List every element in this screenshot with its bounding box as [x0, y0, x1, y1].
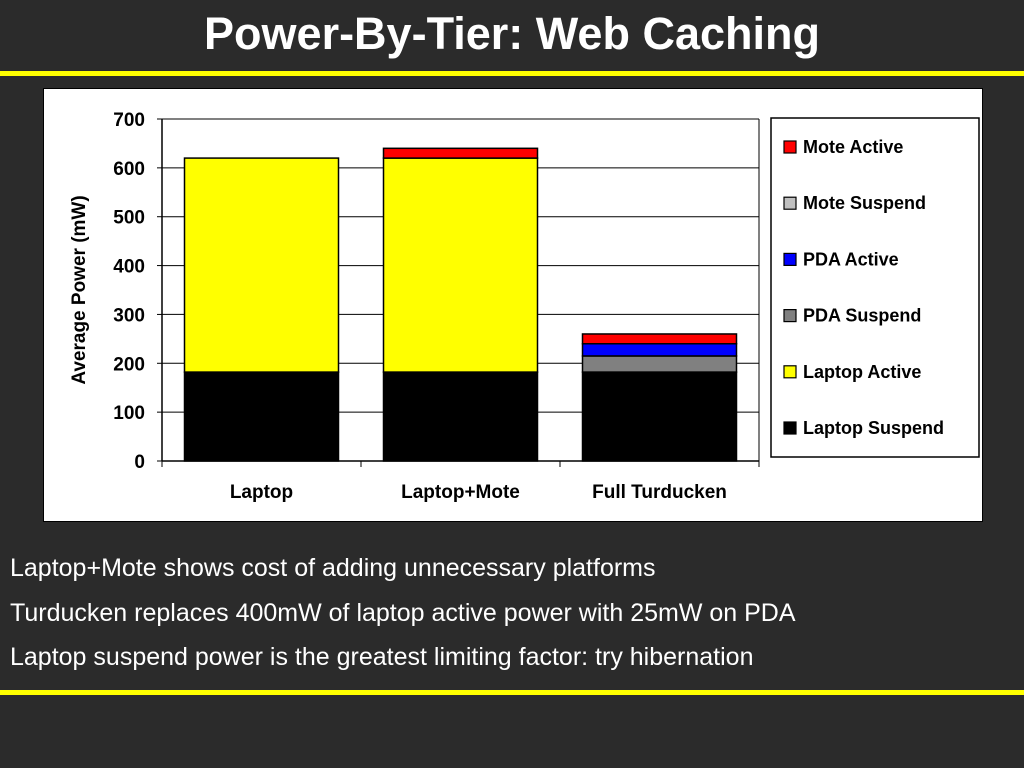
legend-entry: Mote Active	[803, 137, 903, 157]
x-category-label: Laptop	[230, 482, 293, 503]
legend-entry: PDA Suspend	[803, 306, 921, 326]
y-tick-label: 400	[113, 257, 145, 278]
y-tick-label: 0	[134, 452, 145, 473]
bar-segment-mote-active	[581, 333, 738, 345]
chart-container: 0 100 200 300 400 500 600 700 Laptop Laptop+Mote F…	[43, 88, 983, 522]
bullet-item: Laptop+Mote shows cost of adding unneces…	[10, 554, 656, 582]
y-tick-label: 600	[113, 159, 145, 180]
stacked-bar-chart: 0 100 200 300 400 500 600 700 Laptop Laptop+Mote F…	[69, 110, 980, 503]
top-accent-rule	[0, 71, 1024, 76]
x-category-label: Laptop+Mote	[401, 482, 520, 503]
legend-swatch	[783, 309, 797, 323]
legend-entry: PDA Active	[803, 249, 899, 269]
legend-entry: Laptop Active	[803, 362, 921, 382]
bottom-accent-rule	[0, 690, 1024, 695]
bar-segment-laptop-suspend	[382, 371, 539, 462]
bar-segment-pda-active	[581, 342, 738, 357]
legend-entry: Laptop Suspend	[803, 418, 944, 438]
x-category-label: Full Turducken	[592, 482, 727, 503]
bullet-item: Turducken replaces 400mW of laptop activ…	[10, 598, 796, 627]
y-tick-label: 200	[113, 354, 145, 375]
legend-swatch	[783, 421, 797, 435]
bar-segment-laptop-suspend	[183, 371, 340, 462]
bullet-list: Laptop+Mote shows cost of adding unneces…	[10, 546, 796, 680]
bullet-item: Laptop suspend power is the greatest lim…	[10, 643, 754, 671]
bar-segment-laptop-active	[382, 157, 539, 373]
legend-swatch	[783, 252, 797, 266]
legend-swatch	[783, 365, 797, 379]
y-tick-label: 500	[113, 208, 145, 229]
legend-swatch	[783, 140, 797, 154]
bar-segment-laptop-active	[183, 157, 340, 373]
slide-title: Power-By-Tier: Web Caching	[204, 8, 820, 59]
y-tick-label: 100	[113, 403, 145, 424]
y-axis-title: Average Power (mW)	[69, 195, 90, 384]
legend-entry: Mote Suspend	[803, 193, 926, 213]
y-tick-label: 700	[113, 110, 145, 131]
y-tick-label: 300	[113, 305, 145, 326]
legend-box	[770, 117, 980, 458]
bar-segment-laptop-suspend	[581, 371, 738, 462]
bar-segment-pda-suspend	[581, 355, 738, 373]
bar-segment-mote-active	[382, 147, 539, 159]
legend-swatch	[783, 196, 797, 210]
